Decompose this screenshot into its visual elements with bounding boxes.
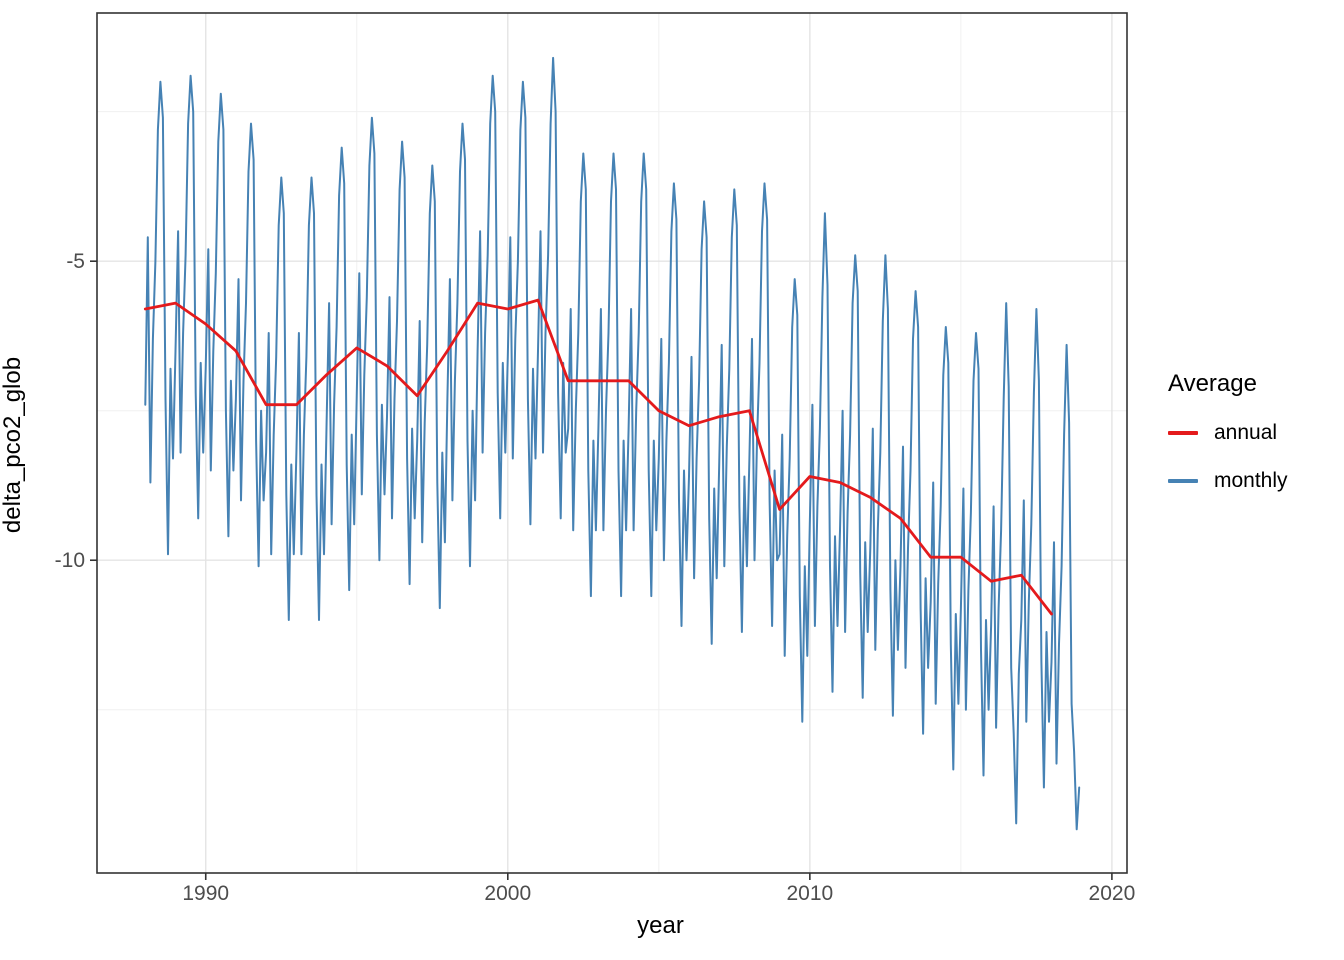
y-tick-label: -10 bbox=[55, 549, 85, 572]
annual-line bbox=[143, 298, 1053, 616]
legend-label-monthly: monthly bbox=[1214, 469, 1288, 492]
x-axis-title: year bbox=[637, 912, 684, 939]
panel-border bbox=[96, 12, 1128, 874]
x-tick-label: 2000 bbox=[484, 882, 531, 905]
y-tick-label: -5 bbox=[66, 250, 85, 273]
y-axis-title: delta_pco2_glob bbox=[0, 356, 26, 534]
x-tick-label: 2020 bbox=[1089, 882, 1136, 905]
legend: Average annual monthly bbox=[1168, 370, 1344, 516]
legend-label-annual: annual bbox=[1214, 421, 1278, 444]
monthly-line bbox=[144, 56, 1081, 831]
x-tick-label: 1990 bbox=[182, 882, 229, 905]
legend-item-annual: annual bbox=[1168, 420, 1344, 446]
x-tick-label: 2010 bbox=[786, 882, 833, 905]
legend-item-monthly: monthly bbox=[1168, 468, 1344, 494]
legend-title: Average bbox=[1168, 370, 1257, 397]
annual-line-key-icon bbox=[1168, 431, 1198, 435]
panel-background bbox=[97, 13, 1127, 873]
monthly-line-key-icon bbox=[1168, 479, 1198, 483]
